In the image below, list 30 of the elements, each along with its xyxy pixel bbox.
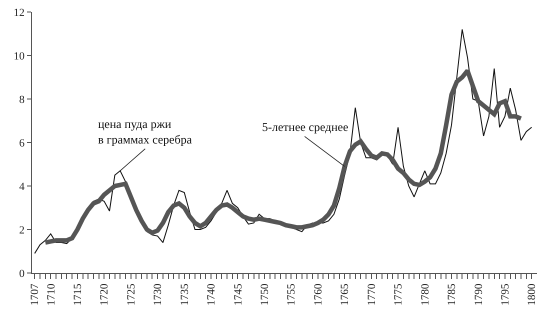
annotation: 5-летнее среднее [262,120,348,134]
line-series [43,68,524,245]
x-tick-label: 1745 [232,283,244,306]
x-tick-label: 1800 [526,283,538,306]
annotation: цена пуда ржи в граммах серебра [98,117,193,147]
x-tick-label: 1790 [472,283,485,306]
x-tick-label: 1715 [72,283,84,306]
x-tick-label: 1760 [312,283,324,306]
x-tick-label: 1780 [419,283,432,306]
y-tick-label: 10 [14,50,26,62]
x-tick-label: 1750 [259,283,272,306]
x-tick-label: 1755 [286,283,298,306]
x-tick-label: 1730 [152,283,164,306]
y-tick-label: 8 [19,94,26,106]
x-tick-label: 1707 [29,283,42,306]
x-tick-label: 1740 [206,283,218,306]
y-tick-label: 4 [19,180,26,193]
x-tick-label: 1795 [500,283,512,306]
y-tick-label: 2 [19,224,25,236]
y-tick-label: 6 [19,137,26,150]
x-tick-label: 1785 [446,283,458,306]
y-tick-label: 0 [19,268,26,280]
x-tick-label: 1770 [366,283,378,306]
x-tick-label: 1725 [125,283,138,306]
x-tick-label: 1720 [98,283,111,306]
x-tick-label: 1735 [178,283,191,306]
x-tick-label: 1710 [45,283,58,306]
x-tick-label: 1765 [339,283,352,306]
x-tick-label: 1775 [392,283,405,306]
y-tick-label: 12 [14,6,25,19]
